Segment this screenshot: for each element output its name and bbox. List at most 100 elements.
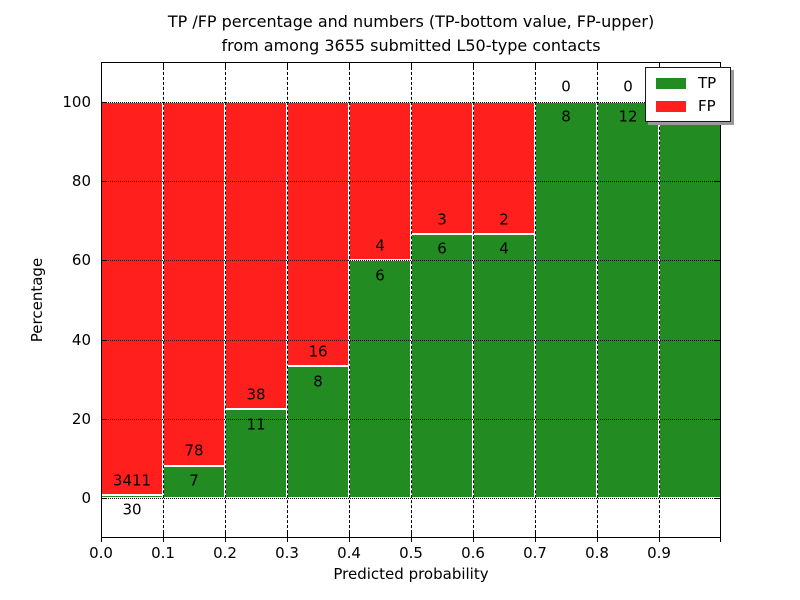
bar-segment-tp [535,101,597,499]
x-tick-mark [473,533,474,542]
x-tick-mark [225,63,226,67]
legend-swatch-tp [656,77,686,89]
x-axis-label: Predicted probability [333,565,489,583]
y-tick-label: 80 [71,172,91,190]
x-tick-mark [659,63,660,67]
bar-segment-fp [163,101,225,466]
v-gridline [225,62,226,538]
v-gridline [349,62,350,538]
legend-label-fp: FP [698,97,716,115]
x-tick-mark [163,63,164,67]
y-tick-label: 60 [71,251,91,270]
x-tick-label: 0.8 [585,544,609,562]
chart-title: TP /FP percentage and numbers (TP-bottom… [101,10,721,58]
tp-count-label: 4 [499,239,509,258]
x-tick-mark [163,533,164,542]
v-gridline [473,62,474,538]
x-tick-label: 0.3 [275,544,299,562]
x-tick-label: 0.5 [399,544,423,562]
y-tick-mark [102,339,107,341]
y-tick-mark [715,498,720,500]
bar-segment-tp [659,101,721,499]
tp-count-label: 11 [246,415,266,434]
y-tick-mark [102,498,107,500]
fp-count-label: 78 [184,441,204,460]
bar-segment-tp [597,101,659,499]
tp-count-label: 8 [313,372,323,391]
x-tick-mark [287,63,288,67]
x-tick-mark [659,533,660,542]
tp-count-label: 6 [375,266,385,285]
fp-count-label: 2 [499,210,509,229]
x-tick-label: 0.6 [461,544,485,562]
bar-segment-tp [287,366,349,499]
v-gridline [411,62,412,538]
x-tick-mark [473,63,474,67]
v-gridline [597,62,598,538]
bar-segment-tp [411,233,473,499]
y-tick-mark [715,260,720,262]
y-tick-mark [102,260,107,262]
fp-count-label: 4 [375,236,385,255]
bar-segment-fp [225,101,287,410]
v-gridline [287,62,288,538]
x-tick-label: 0.7 [523,544,547,562]
fp-count-label: 0 [561,77,571,96]
chart-title-line2: from among 3655 submitted L50-type conta… [221,36,601,55]
y-axis-label: Percentage [28,257,46,343]
x-tick-mark [411,533,412,542]
tp-count-label: 6 [437,239,447,258]
y-tick-label: 100 [62,92,91,111]
x-tick-label: 0.1 [151,544,175,562]
y-tick-mark [715,419,720,420]
y-tick-label: 20 [71,410,91,428]
x-tick-mark [101,63,102,67]
v-gridline [163,62,164,538]
legend-swatch-fp [656,100,686,112]
x-tick-mark [535,63,536,67]
legend-label-tp: TP [698,74,717,92]
tp-count-label: 8 [561,107,571,126]
x-tick-mark [349,533,350,542]
y-tick-mark [715,181,720,182]
legend: TP FP [645,67,732,122]
y-tick-mark [102,181,107,182]
tp-count-label: 12 [618,107,638,126]
bar-segment-fp [287,101,349,367]
x-tick-label: 0.2 [213,544,237,562]
fp-count-label: 38 [246,385,266,404]
x-tick-mark [597,533,598,542]
tp-count-label: 30 [122,500,142,519]
legend-entry-tp: TP [656,74,716,92]
x-tick-mark [597,63,598,67]
y-tick-mark [102,419,107,420]
bar-segment-fp [101,101,163,495]
x-tick-mark [349,63,350,67]
x-tick-label: 0.4 [337,544,361,562]
x-tick-mark [101,533,102,542]
x-tick-label: 0.9 [647,544,671,562]
bar-segment-tp [473,233,535,499]
bar-segment-tp [163,465,225,499]
fp-count-label: 16 [308,342,328,361]
fp-count-label: 3 [437,210,447,229]
y-tick-mark [715,339,720,341]
y-tick-mark [102,101,107,103]
fp-count-label: 0 [623,77,633,96]
x-tick-label: 0.0 [89,544,113,562]
x-tick-mark [225,533,226,542]
v-gridline [535,62,536,538]
bar-segment-tp [349,260,411,499]
fp-count-label: 3411 [112,471,152,490]
tp-count-label: 7 [189,471,199,490]
chart-title-line1: TP /FP percentage and numbers (TP-bottom… [167,12,655,31]
x-tick-mark [535,533,536,542]
x-tick-mark [720,533,721,542]
y-tick-label: 0 [81,489,91,508]
x-tick-mark [287,533,288,542]
y-tick-label: 40 [71,330,91,349]
x-tick-mark [411,63,412,67]
v-gridline [659,62,660,538]
bar-segment-fp [473,101,535,234]
